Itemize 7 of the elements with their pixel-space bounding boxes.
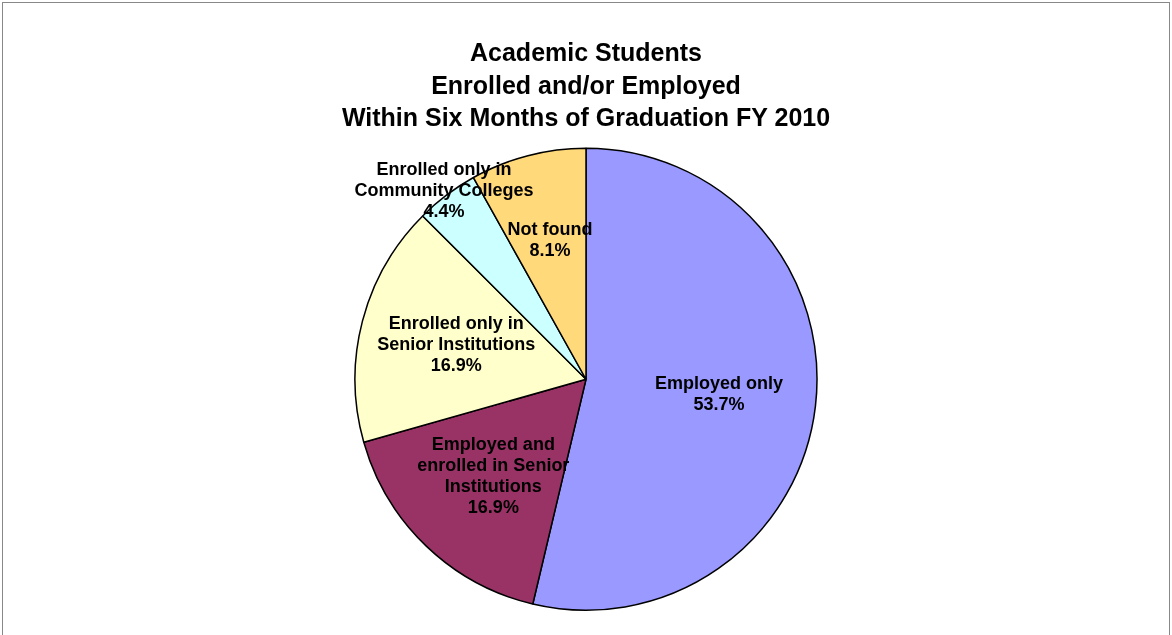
slice-label: Enrolled only in Senior Institutions: [377, 313, 536, 355]
data-label: 8.1%: [529, 240, 571, 261]
data-label: 53.7%: [693, 394, 745, 415]
data-label: 16.9%: [430, 355, 482, 376]
data-label: 16.9%: [467, 496, 519, 517]
slice-label: Employed only: [655, 373, 784, 394]
chart-title: Academic Students Enrolled and/or Employed Within Six Months of Graduation FY 2010: [341, 38, 831, 132]
